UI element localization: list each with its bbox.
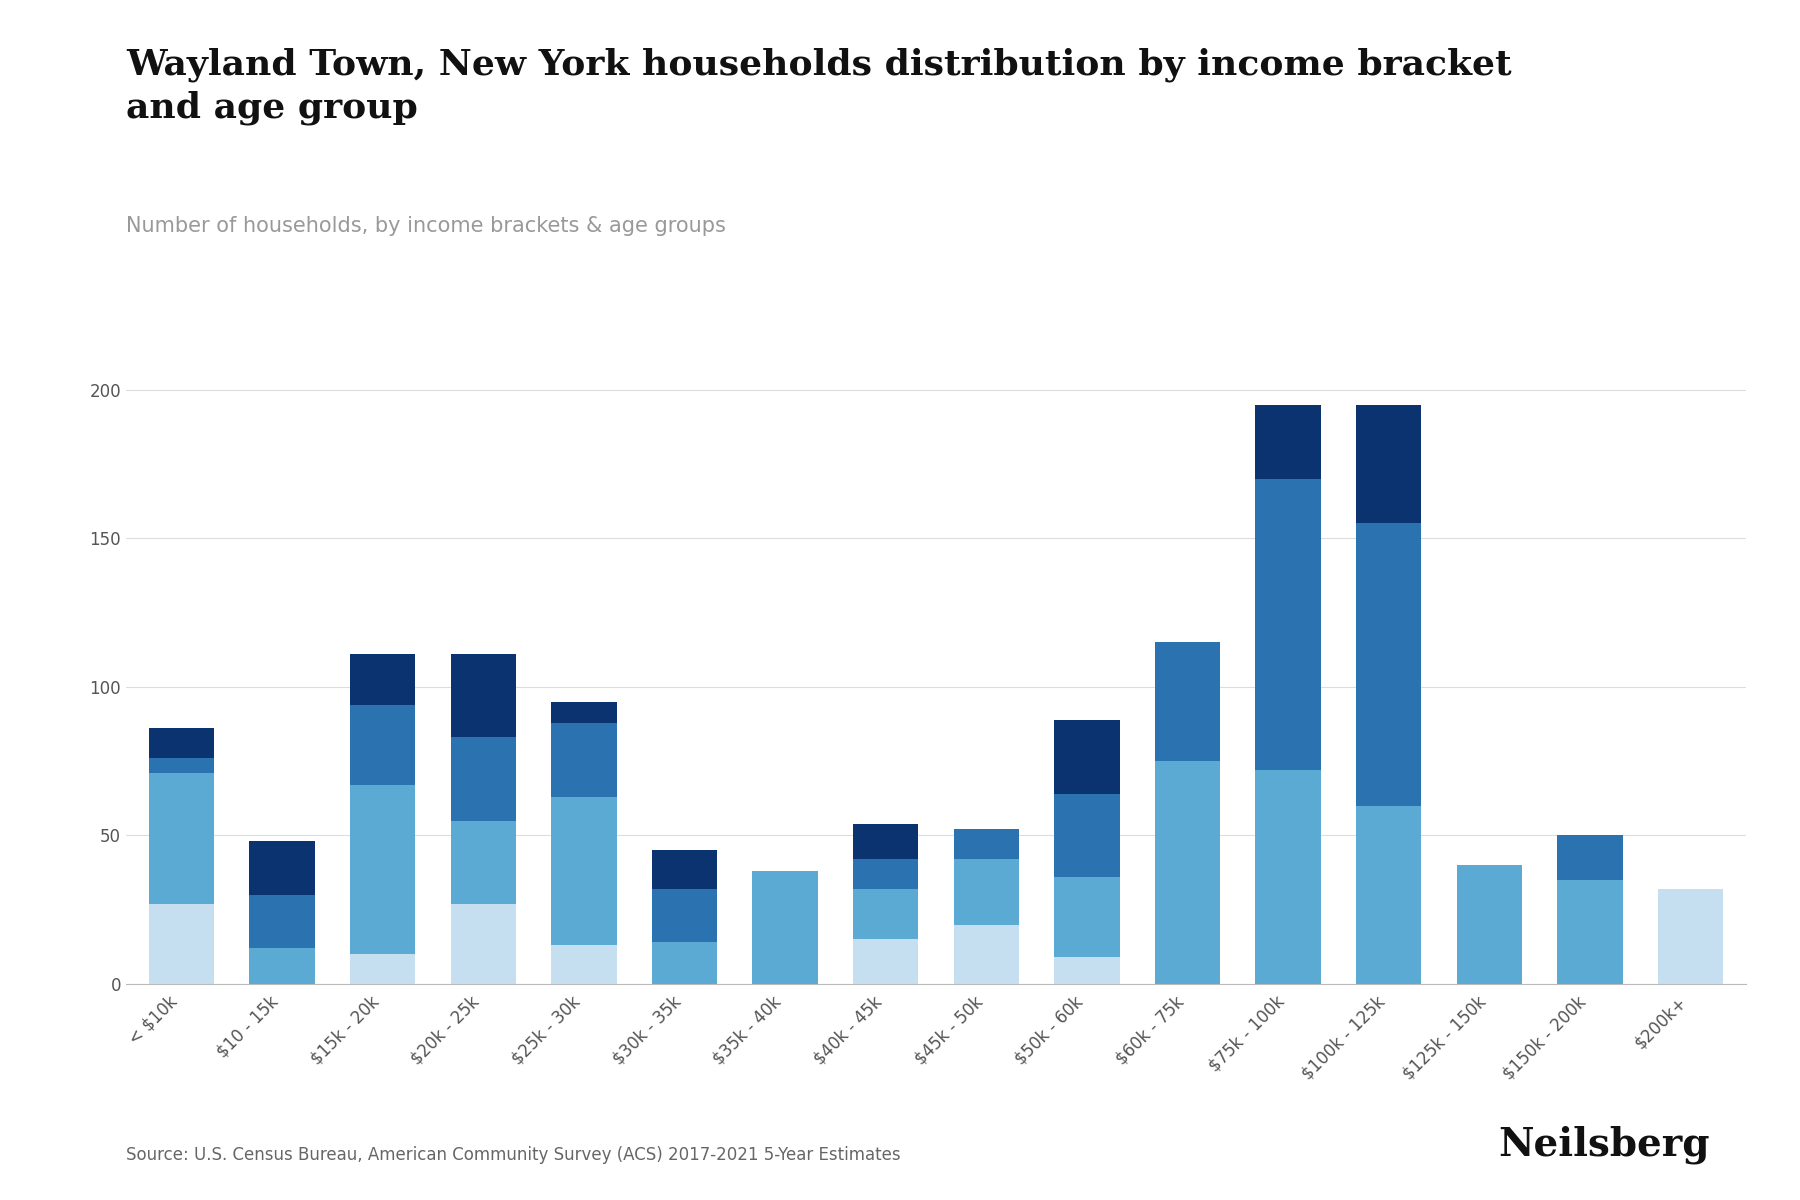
Bar	[349, 954, 416, 984]
Bar	[1355, 805, 1422, 984]
Bar	[149, 728, 214, 758]
Bar	[450, 654, 517, 737]
Bar	[149, 904, 214, 984]
Bar	[853, 859, 918, 889]
Bar	[149, 758, 214, 773]
Text: Source: U.S. Census Bureau, American Community Survey (ACS) 2017-2021 5-Year Est: Source: U.S. Census Bureau, American Com…	[126, 1146, 900, 1164]
Bar	[349, 654, 416, 704]
Bar	[1156, 761, 1220, 984]
Bar	[450, 904, 517, 984]
Bar	[1055, 958, 1120, 984]
Bar	[248, 841, 315, 895]
Bar	[1355, 404, 1422, 523]
Bar	[954, 829, 1019, 859]
Bar	[1658, 889, 1723, 984]
Bar	[349, 785, 416, 954]
Bar	[248, 948, 315, 984]
Bar	[652, 851, 716, 889]
Bar	[1156, 642, 1220, 761]
Bar	[954, 859, 1019, 924]
Bar	[1055, 720, 1120, 794]
Bar	[752, 871, 817, 984]
Text: Neilsberg: Neilsberg	[1498, 1126, 1710, 1164]
Bar	[551, 946, 617, 984]
Bar	[551, 722, 617, 797]
Bar	[248, 895, 315, 948]
Bar	[349, 704, 416, 785]
Bar	[450, 821, 517, 904]
Text: Number of households, by income brackets & age groups: Number of households, by income brackets…	[126, 216, 725, 236]
Bar	[853, 823, 918, 859]
Bar	[1055, 877, 1120, 958]
Bar	[853, 940, 918, 984]
Bar	[1557, 835, 1624, 880]
Bar	[1456, 865, 1523, 984]
Bar	[1255, 479, 1321, 770]
Bar	[551, 702, 617, 722]
Bar	[450, 737, 517, 821]
Bar	[1255, 770, 1321, 984]
Bar	[551, 797, 617, 946]
Bar	[1255, 404, 1321, 479]
Bar	[853, 889, 918, 940]
Bar	[1055, 794, 1120, 877]
Bar	[1355, 523, 1422, 805]
Text: Wayland Town, New York households distribution by income bracket
and age group: Wayland Town, New York households distri…	[126, 48, 1512, 125]
Bar	[954, 924, 1019, 984]
Bar	[652, 942, 716, 984]
Bar	[1557, 880, 1624, 984]
Bar	[652, 889, 716, 942]
Bar	[149, 773, 214, 904]
